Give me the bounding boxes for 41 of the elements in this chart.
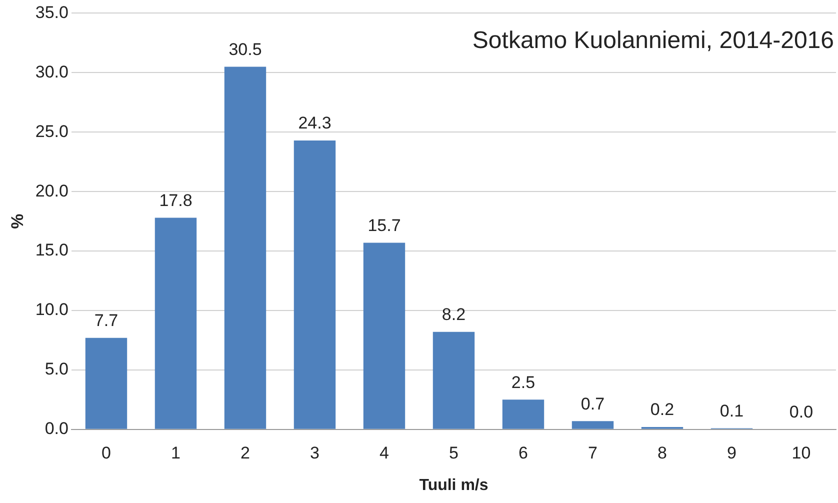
bar	[502, 400, 544, 429]
y-axis-title: %	[8, 214, 27, 229]
data-label: 17.8	[159, 190, 192, 210]
bar	[224, 66, 266, 429]
data-label: 15.7	[368, 216, 401, 235]
data-label: 0.0	[789, 402, 814, 422]
x-tick-label: 0	[102, 443, 111, 462]
x-tick-label: 7	[588, 443, 598, 462]
bar	[85, 338, 128, 429]
x-tick-label: 4	[380, 443, 389, 462]
y-tick-label: 0.0	[44, 419, 68, 438]
data-label: 24.3	[298, 114, 332, 133]
y-tick-label: 30.0	[35, 62, 68, 82]
y-tick-label: 35.0	[35, 2, 68, 22]
x-tick-label: 3	[310, 443, 320, 462]
data-label: 0.1	[720, 401, 744, 420]
y-tick-label: 5.0	[44, 360, 68, 379]
bar	[432, 332, 475, 429]
bar	[572, 421, 614, 429]
data-label: 2.5	[511, 372, 536, 392]
y-tick-label: 10.0	[35, 300, 68, 320]
y-tick-label: 15.0	[35, 240, 68, 260]
y-tick-label: 25.0	[35, 122, 68, 141]
x-tick-label: 9	[727, 443, 736, 462]
y-tick-label: 20.0	[35, 181, 68, 200]
data-label: 30.5	[228, 40, 262, 59]
bar	[294, 140, 336, 429]
data-label: 0.2	[650, 400, 674, 420]
text: Sotkamo Kuolanniemi, 2014-2016	[472, 26, 834, 54]
bar	[154, 218, 197, 429]
x-tick-label: 1	[171, 443, 180, 462]
data-label: 0.7	[580, 394, 605, 414]
data-label: 7.7	[94, 311, 118, 330]
x-tick-label: 2	[240, 443, 250, 462]
bar	[363, 242, 406, 429]
x-tick-label: 10	[792, 443, 811, 462]
x-tick-label: 8	[658, 443, 667, 462]
x-tick-label: 5	[449, 443, 458, 462]
data-label: 8.2	[442, 305, 466, 324]
x-axis-title: Tuuli m/s	[419, 476, 488, 494]
x-tick-label: 6	[518, 443, 528, 462]
